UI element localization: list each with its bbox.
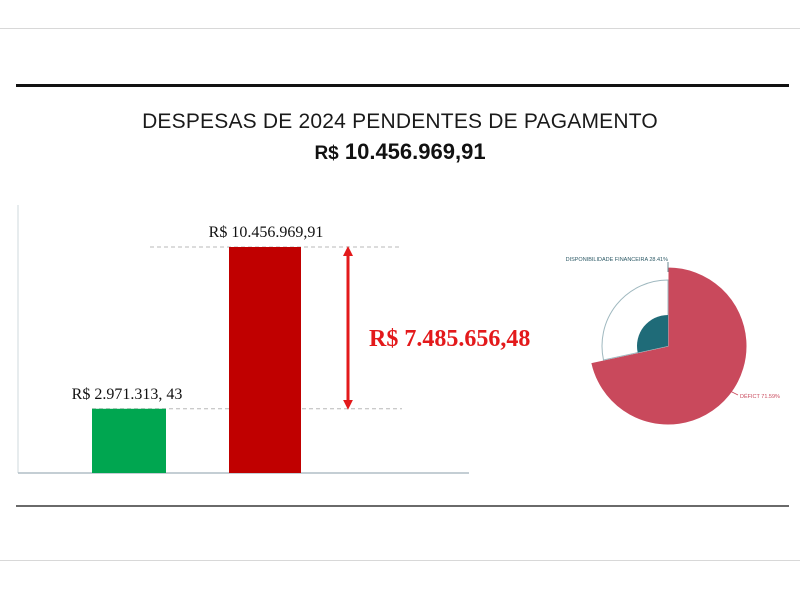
total-amount: R$ 10.456.969,91 [0, 139, 800, 165]
total-value: 10.456.969,91 [344, 139, 486, 164]
top-frame-line [0, 28, 800, 29]
bar-label-2: R$ 10.456.969,91 [209, 224, 324, 241]
pie-label-deficit: DÉFICT 71.59% [740, 393, 780, 400]
total-currency: R$ [314, 143, 339, 164]
bar-2 [229, 247, 301, 473]
chart-title: DESPESAS DE 2024 PENDENTES DE PAGAMENTO [142, 110, 658, 133]
top-rule [16, 84, 789, 87]
difference-label: R$ 7.485.656,48 [369, 326, 530, 352]
bar-1 [92, 408, 166, 473]
bottom-rule [16, 505, 789, 507]
pie-center-wedge [637, 315, 668, 353]
bar-label-1: R$ 2.971.313, 43 [72, 386, 183, 403]
pie-label-disponibilidade: DISPONIBILIDADE FINANCEIRA 28.41% [566, 257, 669, 263]
pie-slice-deficit [590, 266, 748, 426]
bar-chart: R$ 2.971.313, 43 R$ 10.456.969,91 R$ 7.485… [17, 205, 530, 474]
bottom-frame-line [0, 560, 800, 561]
pie-leader-deficit [727, 389, 739, 396]
pie-chart: DISPONIBILIDADE FINANCEIRA 28.41% DÉFICT … [566, 257, 780, 426]
